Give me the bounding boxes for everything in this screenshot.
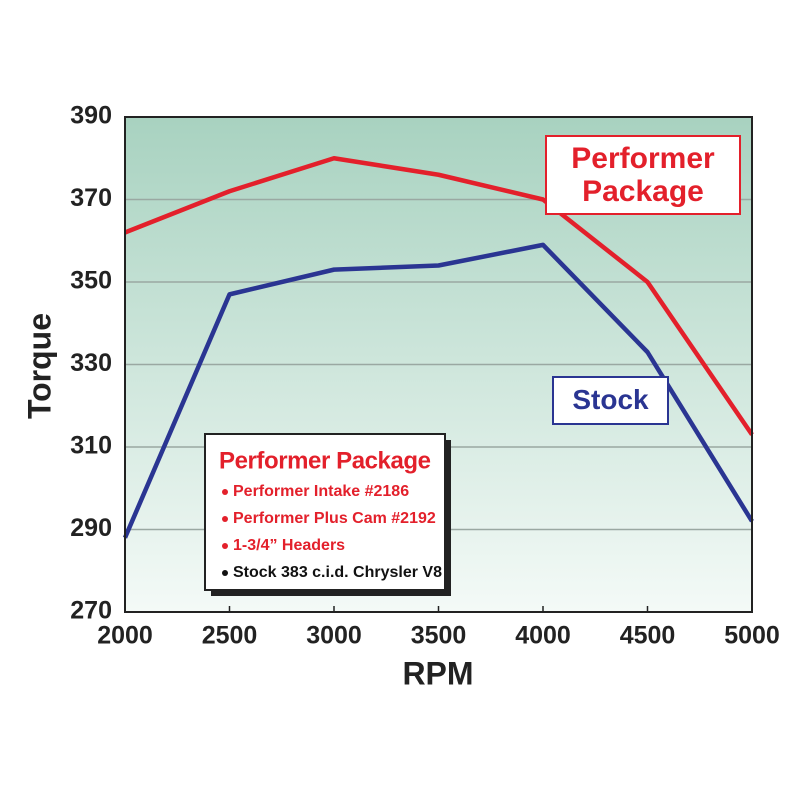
series-label: Performer Package	[571, 142, 715, 208]
y-axis-title: Torque	[21, 313, 57, 419]
y-tick-label: 390	[70, 102, 112, 130]
x-tick-label: 5000	[724, 622, 780, 650]
legend-item: Performer Plus Cam #2192	[233, 510, 436, 527]
legend-item: Stock 383 c.i.d. Chrysler V8	[233, 564, 442, 581]
x-tick-label: 3500	[411, 622, 467, 650]
y-tick-label: 370	[70, 184, 112, 212]
series-label-holder: Performer Package	[571, 142, 715, 208]
y-tick-label: 290	[70, 514, 112, 542]
legend-bullet	[222, 543, 228, 549]
y-tick-label: 270	[70, 597, 112, 625]
legend-bullet	[222, 570, 228, 576]
x-tick-label: 2500	[202, 622, 258, 650]
legend-bullet	[222, 489, 228, 495]
x-tick-label: 2000	[97, 622, 153, 650]
y-tick-label: 350	[70, 267, 112, 295]
series-line	[124, 156, 754, 436]
x-tick-label: 4500	[620, 622, 676, 650]
x-tick-label: 4000	[515, 622, 571, 650]
series-label-box	[545, 135, 741, 215]
y-tick-label: 330	[70, 349, 112, 377]
legend-title: Performer Package	[219, 447, 431, 474]
series-label: Stock	[572, 384, 649, 416]
series-label-holder: Stock	[572, 384, 649, 416]
y-tick-label: 310	[70, 432, 112, 460]
x-axis-title: RPM	[402, 655, 473, 691]
x-tick-label: 3000	[306, 622, 362, 650]
legend-bullet	[222, 516, 228, 522]
series-line	[122, 242, 754, 539]
legend-box	[204, 433, 446, 591]
legend-item: 1-3/4” Headers	[233, 537, 345, 554]
legend-item: Performer Intake #2186	[233, 483, 409, 500]
series-label-box	[552, 376, 669, 425]
